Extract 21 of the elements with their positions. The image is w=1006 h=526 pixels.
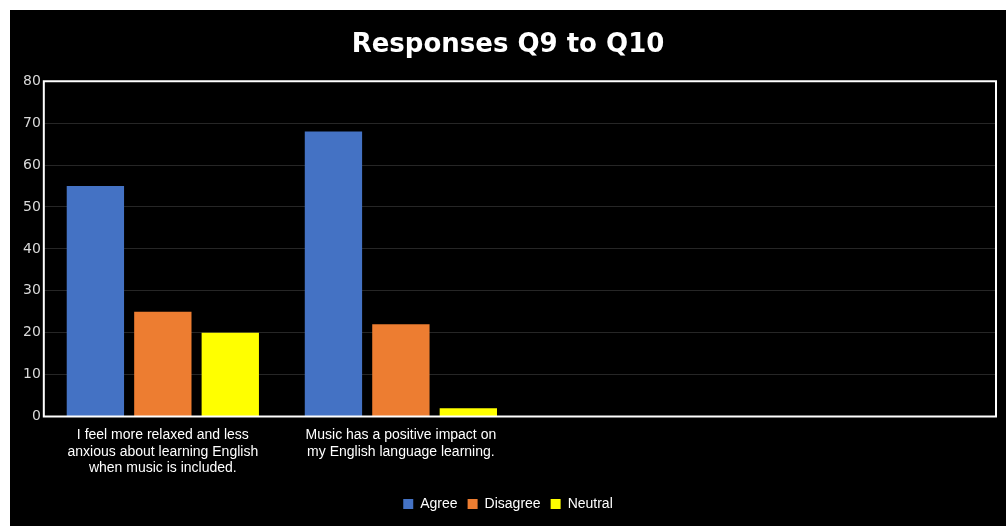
y-tick-label: 20 (22, 323, 41, 340)
y-tick-label: 30 (22, 281, 41, 298)
y-tick-label: 40 (22, 239, 41, 256)
bar (201, 332, 259, 417)
legend-label: Neutral (567, 494, 613, 511)
y-tick-label: 50 (22, 197, 41, 214)
legend-label: Agree (420, 494, 458, 511)
bar (134, 311, 192, 417)
y-tick-label: 0 (31, 407, 41, 424)
bar (439, 408, 497, 417)
bar (372, 324, 430, 417)
x-tick-label: Music has a positive impact on my English language learning. (305, 425, 497, 459)
y-tick-label: 60 (22, 155, 41, 172)
y-tick-label: 10 (22, 365, 41, 382)
legend-label: Disagree (484, 494, 541, 511)
bar (304, 131, 363, 417)
x-tick-label: I feel more relaxed and less anxious about learning English when music is included. (67, 425, 259, 476)
y-tick-label: 70 (22, 113, 41, 130)
bar (66, 186, 125, 417)
y-tick-label: 80 (22, 71, 41, 88)
chart-title: Responses Q9 to Q10 (351, 28, 665, 59)
